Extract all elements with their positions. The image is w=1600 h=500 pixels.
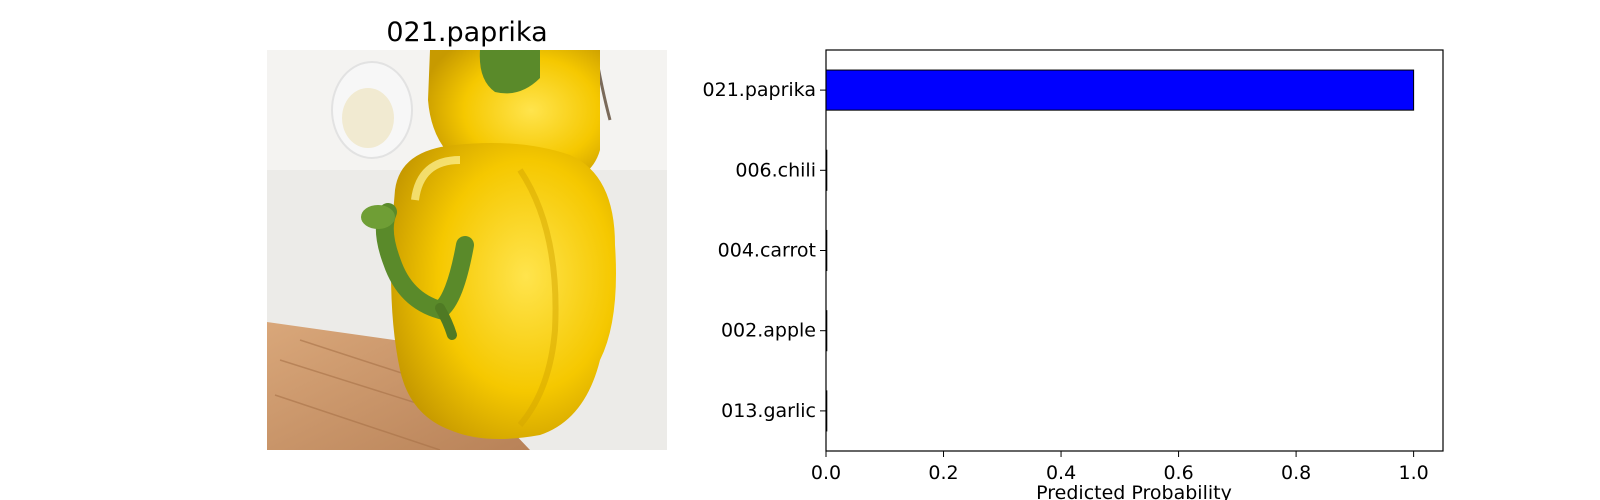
bar-021.paprika	[825, 69, 1415, 111]
y-tick-label: 013.garlic	[721, 400, 816, 422]
pepper-photo	[267, 50, 667, 450]
bar-chart: 021.paprika 006.chili 004.carrot 002.apple 0…	[703, 49, 1444, 500]
x-tick-label: 0.2	[928, 462, 958, 484]
x-tick-label: 0.4	[1046, 462, 1076, 484]
bars-layer	[825, 69, 1415, 432]
image-title: 021.paprika	[386, 17, 547, 48]
x-axis: 0.0 0.2 0.4 0.6 0.8 1.0	[811, 451, 1429, 484]
y-tick-label: 004.carrot	[718, 240, 816, 262]
x-axis-label: Predicted Probability	[1036, 482, 1232, 500]
x-tick-label: 1.0	[1399, 462, 1429, 484]
y-tick-label: 021.paprika	[703, 79, 816, 101]
y-tick-label: 002.apple	[721, 320, 816, 342]
y-tick-label: 006.chili	[735, 159, 816, 181]
x-tick-label: 0.0	[811, 462, 841, 484]
y-axis: 021.paprika 006.chili 004.carrot 002.apple 0…	[703, 79, 826, 422]
x-tick-label: 0.8	[1281, 462, 1311, 484]
x-tick-label: 0.6	[1163, 462, 1193, 484]
